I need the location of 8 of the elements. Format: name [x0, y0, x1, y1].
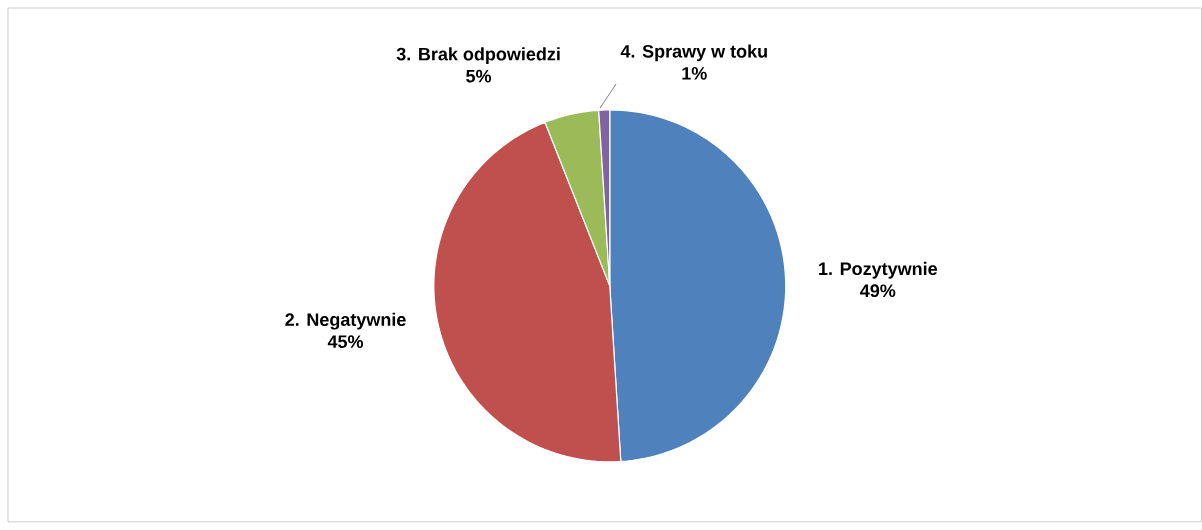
slice-label: 4. Sprawy w toku — [620, 44, 767, 62]
data-label: 1% — [682, 67, 707, 80]
data-label: 49% — [860, 284, 896, 298]
slice-label: 1. Pozytywnie — [819, 261, 938, 279]
slice-label: 3. Brak odpowiedzi — [396, 47, 560, 65]
slice-label: 2. Negatywnie — [285, 312, 406, 330]
data-label: 45% — [327, 335, 364, 349]
data-label: 5% — [466, 69, 492, 83]
